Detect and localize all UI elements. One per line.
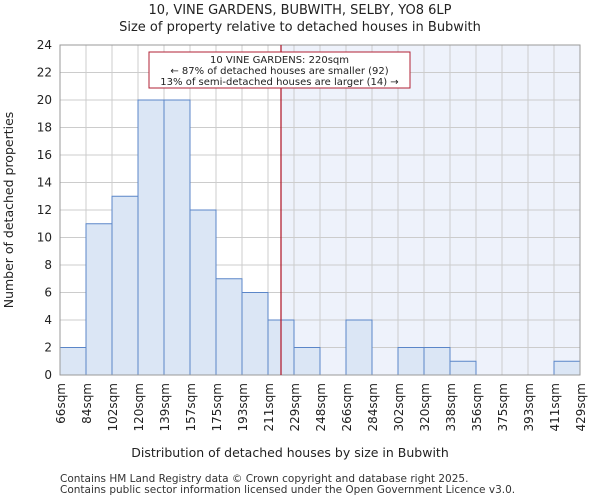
y-tick-label: 6 [44, 286, 52, 300]
y-axis-label: Number of detached properties [1, 112, 16, 309]
bar-266sqm [345, 319, 373, 376]
bar-139sqm [163, 99, 191, 376]
bar-193sqm [241, 292, 269, 376]
annotation-box [148, 51, 411, 89]
annotation-title: 10 VINE GARDENS: 220sqm [210, 55, 349, 66]
bar-338sqm [449, 360, 477, 376]
x-tick-label: 375sqm [496, 383, 510, 431]
page-subtitle: Size of property relative to detached ho… [119, 20, 481, 35]
x-tick-label: 66sqm [54, 383, 68, 424]
x-tick-label: 284sqm [366, 383, 380, 431]
plot-frame [59, 44, 581, 376]
x-tick-label: 229sqm [288, 383, 302, 431]
y-tick-label: 12 [37, 203, 52, 217]
x-tick-label: 102sqm [106, 383, 120, 431]
x-tick-label: 175sqm [210, 383, 224, 431]
y-tick-label: 4 [44, 313, 52, 327]
bar-229sqm [293, 347, 321, 376]
annotation-smaller: ← 87% of detached houses are smaller (92… [170, 66, 388, 77]
y-tick-label: 22 [37, 66, 52, 80]
x-tick-label: 193sqm [236, 383, 250, 431]
x-tick-label: 157sqm [184, 383, 198, 431]
x-tick-label: 302sqm [392, 383, 406, 431]
bar-302sqm [397, 347, 425, 376]
x-tick-label: 84sqm [80, 383, 94, 424]
bar-102sqm [111, 195, 139, 376]
bar-84sqm [85, 223, 113, 376]
bar-120sqm [137, 99, 165, 376]
x-axis-label: Distribution of detached houses by size … [131, 445, 449, 460]
x-tick-label: 356sqm [470, 383, 484, 431]
bar-66sqm [59, 347, 87, 376]
bar-411sqm [553, 360, 581, 376]
x-tick-label: 429sqm [574, 383, 588, 431]
footer-licence: Contains public sector information licen… [60, 484, 516, 496]
x-tick-label: 411sqm [548, 383, 562, 431]
x-tick-label: 338sqm [444, 383, 458, 431]
x-tick-label: 320sqm [418, 383, 432, 431]
y-tick-label: 8 [44, 258, 52, 272]
y-tick-label: 0 [44, 368, 52, 382]
x-tick-label: 393sqm [522, 383, 536, 431]
y-tick-label: 24 [37, 38, 52, 52]
bar-175sqm [215, 278, 243, 376]
footer-copyright: Contains HM Land Registry data © Crown c… [60, 473, 469, 485]
x-tick-label: 266sqm [340, 383, 354, 431]
y-tick-label: 20 [37, 93, 52, 107]
y-tick-label: 18 [37, 121, 52, 135]
y-tick-label: 2 [44, 341, 52, 355]
y-tick-label: 10 [37, 231, 52, 245]
annotation-larger: 13% of semi-detached houses are larger (… [160, 77, 398, 88]
y-tick-label: 16 [37, 148, 52, 162]
x-tick-label: 248sqm [314, 383, 328, 431]
y-tick-label: 14 [37, 176, 52, 190]
bar-157sqm [189, 209, 217, 376]
page-title: 10, VINE GARDENS, BUBWITH, SELBY, YO8 6L… [148, 3, 452, 18]
x-tick-label: 120sqm [132, 383, 146, 431]
x-tick-label: 211sqm [262, 383, 276, 431]
x-tick-label: 139sqm [158, 383, 172, 431]
bar-320sqm [423, 347, 451, 376]
